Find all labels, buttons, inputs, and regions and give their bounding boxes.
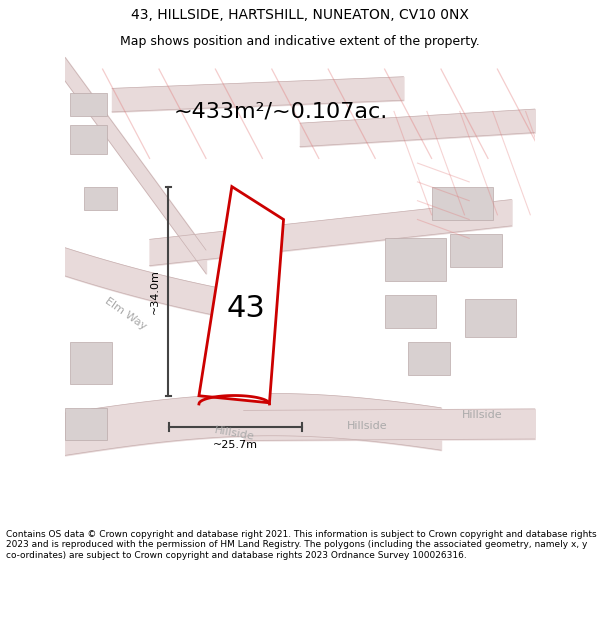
Polygon shape — [385, 295, 436, 328]
Text: ~34.0m: ~34.0m — [150, 269, 160, 314]
Text: Hillside: Hillside — [214, 425, 255, 442]
Polygon shape — [385, 238, 446, 281]
Text: ~433m²/~0.107ac.: ~433m²/~0.107ac. — [174, 101, 388, 121]
Polygon shape — [65, 408, 107, 441]
Text: ~25.7m: ~25.7m — [214, 440, 259, 450]
Polygon shape — [451, 234, 502, 266]
Polygon shape — [199, 187, 284, 402]
Text: 43: 43 — [227, 294, 265, 323]
Text: Contains OS data © Crown copyright and database right 2021. This information is : Contains OS data © Crown copyright and d… — [6, 530, 596, 560]
Polygon shape — [70, 126, 107, 154]
Polygon shape — [464, 299, 516, 337]
Polygon shape — [431, 187, 493, 219]
Polygon shape — [408, 342, 451, 374]
Text: Hillside: Hillside — [462, 409, 503, 419]
Text: 43, HILLSIDE, HARTSHILL, NUNEATON, CV10 0NX: 43, HILLSIDE, HARTSHILL, NUNEATON, CV10 … — [131, 8, 469, 22]
Text: Hillside: Hillside — [347, 421, 388, 431]
Polygon shape — [84, 187, 116, 210]
Polygon shape — [70, 92, 107, 116]
Text: Map shows position and indicative extent of the property.: Map shows position and indicative extent… — [120, 35, 480, 48]
Text: Elm Way: Elm Way — [103, 296, 149, 331]
Polygon shape — [70, 342, 112, 384]
